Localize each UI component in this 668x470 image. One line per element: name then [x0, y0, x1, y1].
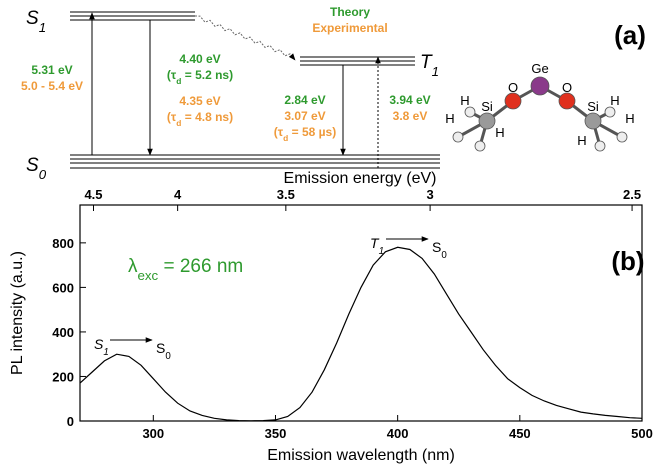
y-tick-label: 0 — [67, 414, 74, 429]
text-part: = 5.2 ns) — [181, 68, 233, 82]
y-tick-label: 600 — [52, 280, 74, 295]
text-part: = 4.8 ns) — [181, 110, 233, 124]
energy-label: 5.0 - 5.4 eV — [21, 79, 83, 93]
atom-label: O — [562, 80, 572, 95]
text-part: S — [432, 239, 441, 255]
y-tick-label: 200 — [52, 369, 74, 384]
x2-tick-label: 3.5 — [277, 187, 295, 202]
x-tick-label: 300 — [142, 426, 164, 441]
subscript: 1 — [103, 347, 108, 358]
subscript: 1 — [379, 246, 384, 257]
atom-label: H — [445, 111, 454, 126]
subscript: 1 — [432, 64, 439, 79]
energy-label: 3.07 eV — [284, 109, 325, 123]
atom — [505, 93, 521, 109]
energy-label: 3.8 eV — [393, 109, 428, 123]
x2-tick-label: 3 — [426, 187, 433, 202]
x2-tick-label: 4.5 — [84, 187, 102, 202]
atom-label: H — [577, 133, 586, 148]
y-tick-label: 400 — [52, 325, 74, 340]
atom-label: O — [508, 80, 518, 95]
plot-frame — [80, 205, 642, 421]
energy-label: 4.35 eV — [179, 94, 220, 108]
atom — [595, 141, 605, 151]
atom-label: H — [495, 125, 504, 140]
text-part: λ — [128, 256, 138, 277]
transition-to: S0 — [156, 340, 171, 362]
atom — [479, 113, 495, 129]
energy-label: Theory — [330, 5, 370, 19]
text-part: = 58 µs) — [288, 125, 336, 139]
subscript: 0 — [39, 167, 47, 182]
atom — [465, 107, 475, 117]
atom-label: H — [610, 93, 619, 108]
atom — [531, 77, 549, 95]
figure: S1T1S0TheoryExperimental5.31 eV5.0 - 5.4… — [0, 0, 668, 470]
energy-label: 2.84 eV — [284, 93, 325, 107]
transition-from: T1 — [370, 235, 384, 257]
x-tick-label: 450 — [509, 426, 531, 441]
atom-label: Ge — [531, 61, 548, 76]
x2-tick-label: 2.5 — [623, 187, 641, 202]
atom — [585, 113, 601, 129]
subscript: exc — [138, 268, 159, 283]
text-part: = 266 nm — [158, 256, 243, 277]
atom-label: Si — [481, 99, 493, 114]
x-axis-label: Emission wavelength (nm) — [267, 447, 455, 464]
x-tick-label: 400 — [387, 426, 409, 441]
level-label: S1 — [26, 8, 46, 35]
text-part: S — [26, 8, 39, 29]
atom-label: H — [625, 111, 634, 126]
x2-axis-label: Emission energy (eV) — [284, 170, 437, 187]
y-axis-label: PL intensity (a.u.) — [9, 251, 26, 375]
energy-label: 4.40 eV — [179, 52, 220, 66]
y-tick-label: 800 — [52, 236, 74, 251]
energy-label: 5.31 eV — [31, 63, 72, 77]
transition-from: S1 — [94, 336, 109, 358]
atom — [475, 141, 485, 151]
level-label: S0 — [26, 155, 47, 182]
level-label: T1 — [420, 52, 439, 79]
x2-tick-label: 4 — [174, 187, 182, 202]
text-part: S — [26, 155, 39, 176]
body: {"panel_a": { "label": "(a)", "legend": … — [0, 0, 668, 470]
annotation: λexc = 266 nm — [128, 256, 243, 283]
page: body { margin: 0; background: #fff; font… — [0, 0, 668, 470]
atom — [559, 93, 575, 109]
atom — [617, 132, 627, 142]
panel-label: (b) — [611, 246, 644, 276]
lifetime-label: (τd = 5.2 ns) — [167, 68, 233, 86]
atom-label: H — [460, 93, 469, 108]
x-tick-label: 350 — [265, 426, 287, 441]
lifetime-label: (τd = 58 µs) — [274, 125, 336, 143]
lifetime-label: (τd = 4.8 ns) — [167, 110, 233, 128]
subscript: 1 — [39, 20, 46, 35]
panel-label: (a) — [614, 20, 646, 50]
energy-label: 3.94 eV — [389, 93, 430, 107]
atom-label: Si — [587, 99, 599, 114]
subscript: 0 — [165, 351, 171, 362]
atom — [605, 107, 615, 117]
x-tick-label: 500 — [631, 426, 653, 441]
subscript: 0 — [441, 250, 447, 261]
transition-to: S0 — [432, 239, 447, 261]
energy-label: Experimental — [312, 21, 387, 35]
text-part: S — [156, 340, 165, 356]
atom — [453, 132, 463, 142]
